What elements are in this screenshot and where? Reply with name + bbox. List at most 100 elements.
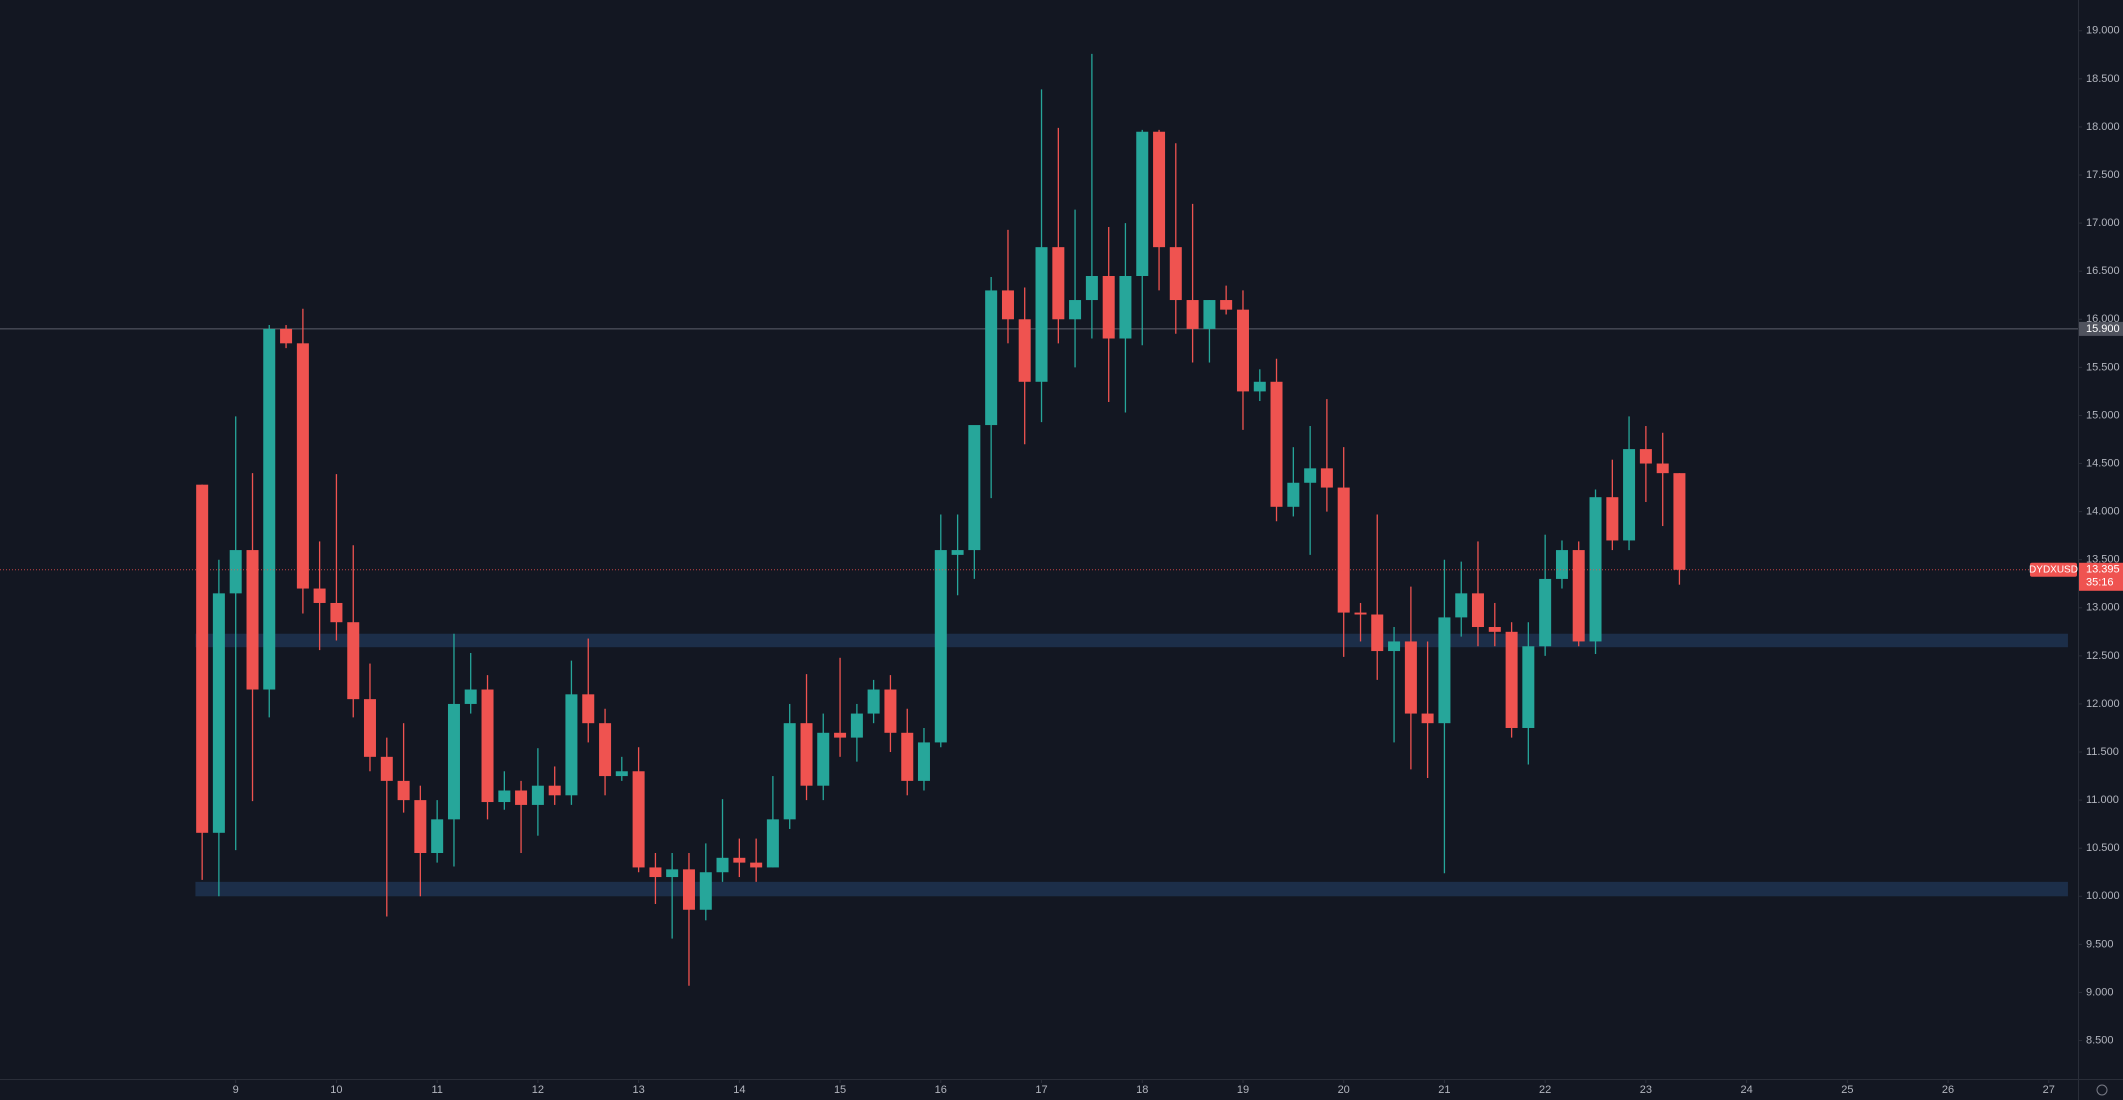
support-zone — [195, 881, 2068, 897]
candle-body — [1673, 473, 1686, 570]
x-tick-label: 13 — [632, 1084, 644, 1096]
candle-body — [649, 867, 662, 878]
y-tick-label: 17.000 — [2086, 217, 2120, 229]
candle-body — [1371, 614, 1384, 652]
candle-body — [196, 484, 209, 833]
candle-body — [1438, 617, 1451, 724]
candle-body — [229, 550, 242, 594]
candle-body — [1455, 593, 1468, 618]
candle-body — [212, 593, 225, 833]
candle-body — [834, 732, 847, 738]
candle-body — [968, 425, 981, 551]
candle-body — [766, 819, 779, 868]
candle-body — [1555, 550, 1568, 579]
candle-body — [447, 703, 460, 820]
candle-body — [347, 622, 360, 700]
x-tick-label: 16 — [935, 1084, 947, 1096]
candle-body — [1606, 497, 1619, 541]
candle-body — [1388, 641, 1401, 652]
candle-body — [1203, 300, 1216, 329]
candle-body — [1488, 627, 1501, 632]
candle-body — [716, 857, 729, 873]
x-tick-label: 9 — [233, 1084, 239, 1096]
symbol-label-box — [2030, 562, 2077, 577]
candle-body — [363, 699, 376, 757]
candle-body — [1404, 641, 1417, 714]
candle-body — [1102, 276, 1115, 339]
x-tick-label: 26 — [1942, 1084, 1954, 1096]
symbol-label: DYDXUSD — [2029, 564, 2078, 575]
y-tick-label: 11.000 — [2086, 794, 2119, 806]
x-tick-label: 15 — [834, 1084, 846, 1096]
candle-body — [565, 694, 578, 796]
x-tick-label: 14 — [733, 1084, 745, 1096]
candle-body — [783, 723, 796, 820]
candle-body — [1522, 646, 1535, 728]
candle-body — [464, 689, 477, 704]
y-tick-label: 17.500 — [2086, 169, 2120, 181]
support-zone — [195, 633, 2068, 648]
candle-body — [1421, 713, 1434, 724]
candle-body — [498, 790, 511, 803]
y-tick-label: 19.000 — [2086, 25, 2120, 37]
candle-body — [1253, 381, 1266, 392]
candle-body — [750, 862, 763, 868]
y-tick-label: 18.500 — [2086, 73, 2120, 85]
candle-body — [1589, 497, 1602, 642]
candle-body — [296, 343, 309, 589]
candle-body — [280, 328, 293, 344]
price-label-box — [2079, 562, 2123, 591]
candle-body — [1236, 309, 1249, 392]
candle-body — [901, 732, 914, 781]
candle-body — [951, 550, 964, 555]
candle-body — [1354, 612, 1367, 615]
candle-body — [1304, 468, 1317, 483]
candle-body — [800, 723, 813, 786]
price-label: 13.395 — [2086, 564, 2120, 576]
candle-body — [632, 771, 645, 868]
x-tick-label: 22 — [1539, 1084, 1551, 1096]
y-tick-label: 13.000 — [2086, 602, 2120, 614]
candle-body — [985, 290, 998, 426]
candle-body — [599, 723, 612, 777]
x-tick-label: 20 — [1338, 1084, 1350, 1096]
y-tick-label: 9.500 — [2086, 938, 2114, 950]
y-tick-label: 16.500 — [2086, 265, 2120, 277]
candle-body — [548, 785, 561, 796]
candle-body — [817, 732, 830, 786]
candle-body — [1069, 300, 1082, 320]
candle-body — [515, 790, 528, 805]
candle-body — [313, 588, 326, 603]
candle-body — [1220, 300, 1233, 310]
x-tick-label: 25 — [1841, 1084, 1853, 1096]
x-tick-label: 23 — [1640, 1084, 1652, 1096]
y-tick-label: 11.500 — [2086, 746, 2119, 758]
candle-body — [1085, 276, 1098, 301]
candle-body — [1035, 247, 1048, 382]
candle-body — [1320, 468, 1333, 488]
x-tick-label: 17 — [1035, 1084, 1047, 1096]
candle-body — [246, 550, 259, 690]
y-tick-label: 14.500 — [2086, 457, 2120, 469]
x-tick-label: 10 — [330, 1084, 342, 1096]
candle-body — [1656, 463, 1669, 474]
candle-body — [1052, 247, 1065, 320]
hline-label: 15.900 — [2086, 323, 2120, 335]
y-tick-label: 18.000 — [2086, 121, 2120, 133]
candle-body — [1136, 131, 1149, 277]
candle-body — [263, 328, 276, 690]
x-tick-label: 12 — [532, 1084, 544, 1096]
candle-body — [615, 771, 628, 777]
candle-body — [682, 869, 695, 910]
candle-body — [1287, 482, 1300, 507]
settings-icon[interactable] — [2096, 1084, 2108, 1096]
y-tick-label: 12.000 — [2086, 698, 2120, 710]
y-tick-label: 10.500 — [2086, 842, 2120, 854]
timer-label: 35:16 — [2086, 577, 2114, 589]
candle-body — [431, 819, 444, 854]
candle-body — [397, 780, 410, 801]
y-tick-label: 15.000 — [2086, 409, 2120, 421]
candle-body — [917, 742, 930, 781]
